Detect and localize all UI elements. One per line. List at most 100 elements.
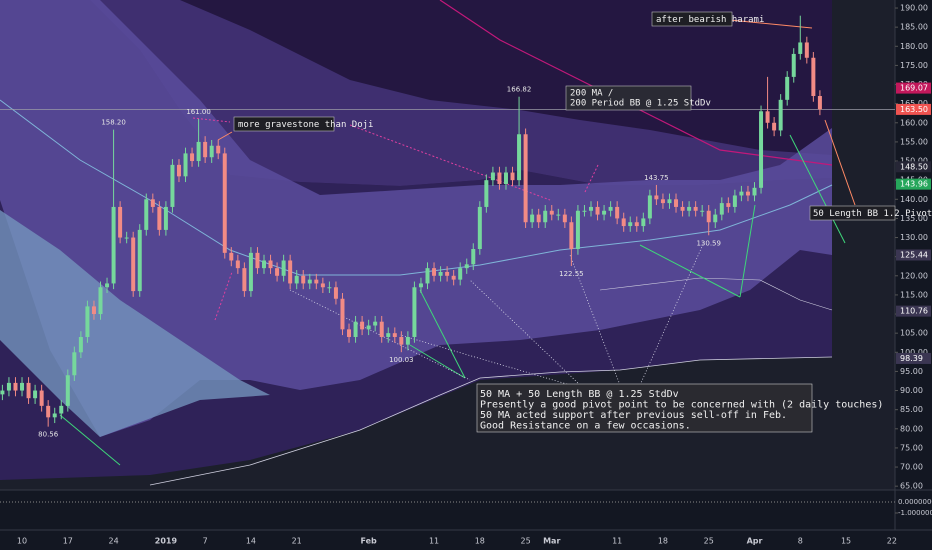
candle-body	[176, 164, 181, 177]
candle-body	[366, 325, 371, 330]
y-tick-label: 95.00	[900, 367, 923, 376]
candle-body	[320, 283, 325, 288]
candle-body	[85, 306, 90, 337]
candle-body	[667, 199, 672, 204]
candle-body	[523, 134, 528, 223]
candle-body	[333, 287, 338, 299]
y-tick-label: 160.00	[900, 118, 928, 127]
candle-body	[687, 206, 692, 211]
y-tick-label: 90.00	[900, 386, 923, 395]
candle-body	[582, 210, 587, 212]
x-tick-label: 11	[612, 537, 622, 546]
candle-body	[817, 96, 822, 110]
candle-body	[543, 210, 548, 223]
y-tick-label: 185.00	[900, 23, 928, 32]
candle-body	[660, 199, 665, 204]
candle-body	[432, 268, 437, 276]
x-tick-label: 25	[704, 537, 714, 546]
candle-body	[137, 229, 142, 292]
candle-body	[209, 145, 214, 158]
x-tick-label: 17	[63, 537, 73, 546]
arrows-orange	[217, 19, 856, 206]
y-tick-label: 105.00	[900, 329, 928, 338]
candle-body	[46, 405, 51, 418]
extreme-label: 166.82	[507, 86, 532, 94]
panel-tick-label: -1.0000000	[898, 509, 932, 517]
x-tick-label: Mar	[543, 537, 560, 546]
candle-body	[373, 321, 378, 326]
candle-body	[569, 222, 574, 250]
candle-body	[497, 172, 502, 184]
price-tag-label: 110.76	[900, 307, 928, 316]
candle-body	[347, 329, 352, 337]
note-box	[651, 11, 733, 27]
candle-body	[150, 199, 155, 207]
y-tick-label: 180.00	[900, 42, 928, 51]
y-tick-label: 165.00	[900, 99, 928, 108]
candle-body	[791, 53, 796, 77]
arrows-green	[59, 134, 846, 466]
extreme-label: 100.03	[389, 356, 414, 364]
candle-body	[798, 42, 803, 54]
candle-body	[503, 172, 508, 184]
ma-band	[90, 0, 832, 186]
y-tick-label: 190.00	[900, 4, 928, 13]
candle-body	[615, 206, 620, 219]
candle-body	[78, 336, 83, 353]
y-tick-label: 140.00	[900, 195, 928, 204]
y-tick-label: 155.00	[900, 137, 928, 146]
candle-body	[157, 206, 162, 230]
candle-body	[379, 321, 384, 337]
summary-line: Good Resistance on a few occasions.	[480, 421, 691, 432]
candle-body	[255, 252, 260, 269]
summary-line: 50 MA acted support after previous sell-…	[480, 410, 787, 421]
candle-body	[360, 321, 365, 330]
candle-body	[118, 206, 123, 238]
candle-body	[510, 172, 515, 181]
y-tick-label: 135.00	[900, 214, 928, 223]
candle-body	[589, 206, 593, 211]
candle-body	[785, 76, 790, 100]
summary-line: Presently a good pivot point to be conce…	[480, 400, 883, 411]
price-tag-label: 125.44	[900, 250, 928, 259]
candle-body	[595, 206, 600, 215]
note: after bearish harami	[656, 15, 764, 25]
candle-body	[163, 206, 168, 230]
candle-body	[517, 134, 522, 181]
x-tick-label: 11	[429, 537, 439, 546]
x-tick-label: Apr	[747, 537, 763, 546]
x-tick-label: 8	[798, 537, 803, 546]
candle-body	[693, 206, 698, 211]
candle-body	[739, 191, 744, 196]
price-tag-label: 163.50	[900, 105, 928, 114]
y-tick-label: 65.00	[900, 482, 923, 491]
ma-50-line	[0, 99, 833, 276]
candle-body	[111, 206, 116, 284]
note: 50 Length BB 1.2 Pivot	[813, 209, 932, 219]
candle-body	[418, 283, 423, 288]
candle-body	[294, 275, 299, 284]
y-tick-label: 80.00	[900, 424, 923, 433]
candle-body	[562, 214, 567, 223]
candle-body	[804, 42, 809, 58]
note: 200 MA /	[570, 89, 613, 99]
candle-body	[72, 352, 77, 376]
candle-body	[105, 283, 110, 288]
candle-body	[405, 336, 410, 345]
x-tick-label: 15	[841, 537, 851, 546]
price-tag	[896, 161, 931, 173]
y-tick-label: 70.00	[900, 463, 923, 472]
price-tag-label: 98.39	[900, 354, 923, 363]
candle-body	[438, 271, 443, 276]
x-tick-label: 10	[17, 537, 27, 546]
candle-body	[765, 111, 770, 123]
extreme-label: 122.55	[559, 270, 584, 278]
candle-body	[713, 214, 718, 223]
candle-body	[399, 336, 404, 345]
arrows-pink	[192, 117, 599, 321]
candle-body	[183, 153, 188, 177]
candle-body	[235, 260, 240, 269]
candle-body	[641, 218, 646, 227]
